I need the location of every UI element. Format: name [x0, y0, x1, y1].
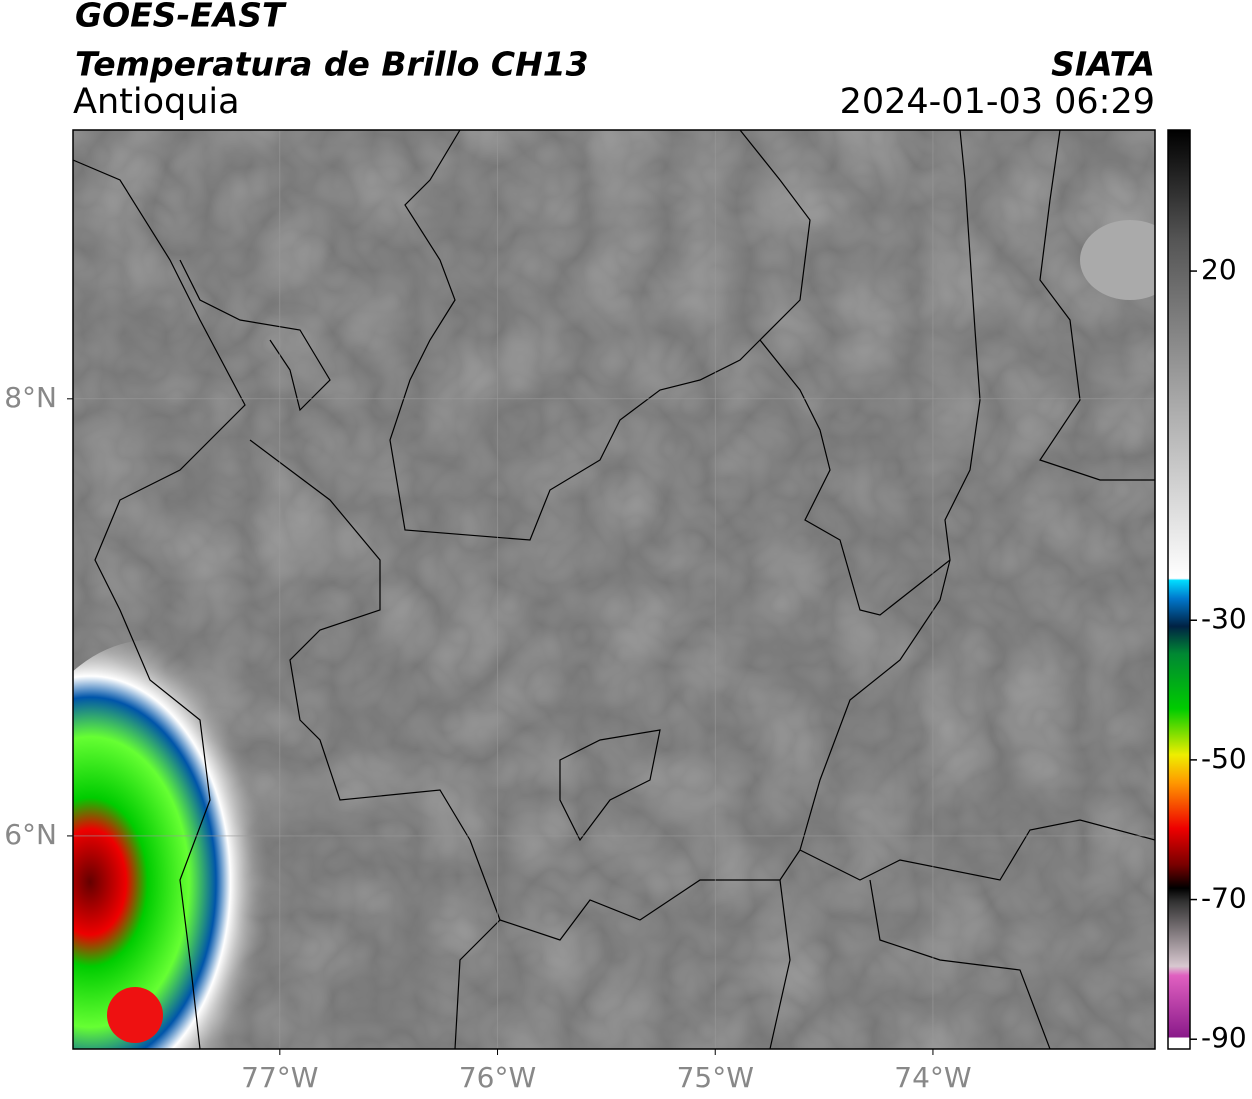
colorbar-label: -30: [1201, 602, 1247, 635]
x-tick-label: 76°W: [459, 1061, 536, 1094]
y-tick-label: 8°N: [4, 381, 57, 414]
colorbar-label: 20: [1201, 253, 1237, 286]
title: Temperatura de Brillo CH13: [75, 45, 589, 84]
colorbar: [1167, 129, 1191, 1050]
storm: [73, 640, 300, 1049]
coastline: [73, 159, 246, 1049]
coastline: [179, 259, 331, 412]
colorbar-label: -90: [1201, 1021, 1247, 1054]
datetime: 2024-01-03 06:29: [840, 82, 1155, 122]
boundary: [1039, 130, 1155, 481]
boundary: [759, 130, 981, 616]
boundary: [389, 130, 811, 541]
map-area: [73, 130, 1155, 1049]
boundary: [559, 729, 661, 842]
agency: SIATA: [1051, 45, 1155, 84]
boundary: [454, 879, 1051, 1049]
map-frame: [72, 129, 1156, 1050]
storm-core: [107, 987, 163, 1043]
region: Antioquia: [73, 82, 240, 122]
y-tick-label: 6°N: [4, 818, 57, 851]
cloud: [1080, 220, 1155, 300]
x-tick-label: 77°W: [241, 1061, 318, 1094]
x-tick-label: 75°W: [677, 1061, 754, 1094]
boundary: [799, 819, 1155, 881]
colorbar-label: -50: [1201, 742, 1247, 775]
x-tick-label: 74°W: [894, 1061, 971, 1094]
product: GOES-EAST: [75, 0, 287, 35]
colorbar-label: -70: [1201, 882, 1247, 915]
